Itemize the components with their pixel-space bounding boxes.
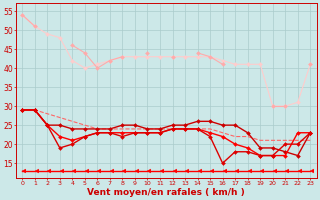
X-axis label: Vent moyen/en rafales ( km/h ): Vent moyen/en rafales ( km/h ) [87, 188, 245, 197]
